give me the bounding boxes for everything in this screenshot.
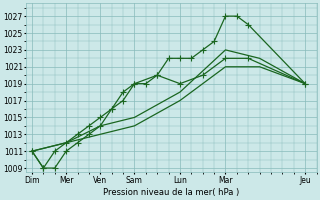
X-axis label: Pression niveau de la mer( hPa ): Pression niveau de la mer( hPa ) <box>103 188 240 197</box>
